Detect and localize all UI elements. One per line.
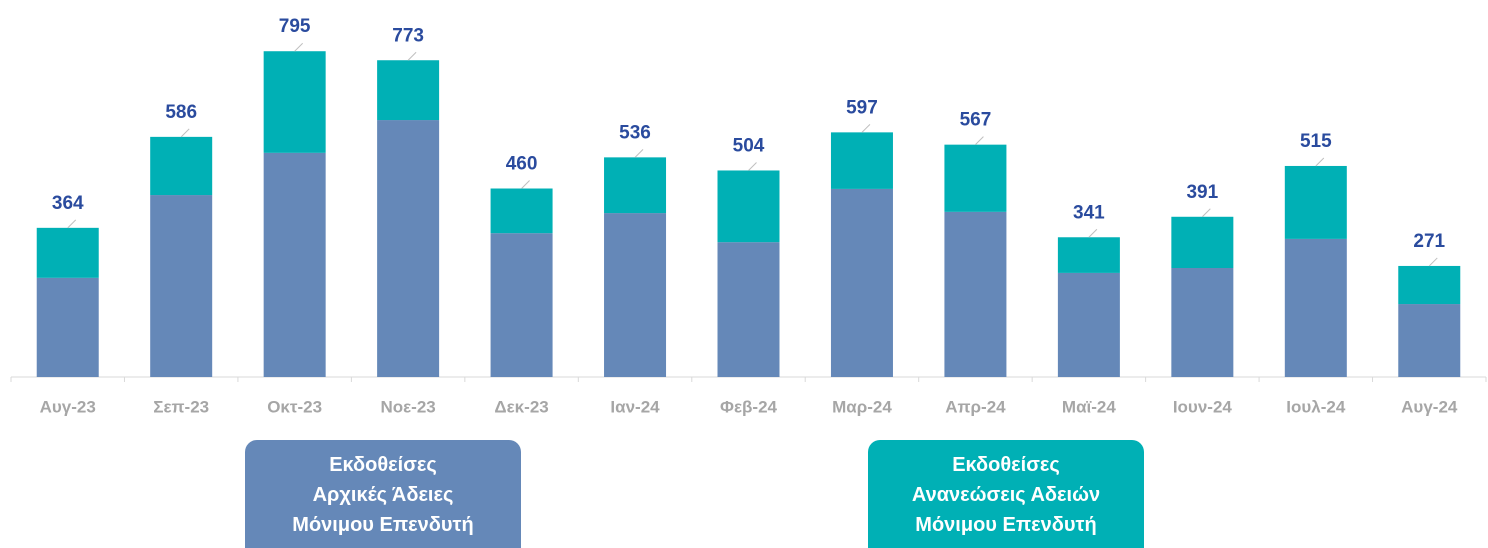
label-leader	[1088, 228, 1098, 238]
bar-segment	[263, 152, 326, 377]
label-leader	[180, 128, 190, 138]
x-tick-label: Φεβ-24	[720, 397, 778, 416]
x-tick-label: Μαρ-24	[832, 397, 892, 416]
bar-segment	[944, 211, 1007, 377]
bar-segment	[1284, 165, 1347, 239]
bar-segment	[1057, 237, 1120, 273]
total-label: 597	[846, 97, 878, 118]
bar-segment	[36, 227, 99, 278]
bar-segment	[1398, 304, 1461, 377]
bar-segment	[36, 277, 99, 377]
bar-segment	[377, 120, 440, 377]
x-tick-label: Νοε-23	[380, 397, 435, 416]
bar-segment	[490, 188, 553, 234]
bar-segment	[1057, 272, 1120, 377]
label-leader	[1315, 157, 1325, 167]
label-leader	[67, 219, 77, 229]
label-leader	[748, 162, 757, 171]
bar-segment	[150, 195, 213, 377]
x-tick-label: Ιαν-24	[610, 397, 660, 416]
bar-segment	[604, 213, 667, 377]
bar-segment	[830, 188, 893, 377]
legend-box-0: Εκδοθείσες Αρχικές Άδειες Μόνιμου Επενδυ…	[245, 440, 521, 548]
x-tick-label: Ιουλ-24	[1286, 397, 1346, 416]
total-label: 773	[392, 25, 424, 46]
total-label: 515	[1300, 131, 1332, 152]
x-tick-label: Αυγ-24	[1401, 397, 1458, 416]
label-leader	[861, 124, 871, 133]
total-label: 341	[1073, 202, 1105, 223]
label-leader	[1428, 257, 1438, 267]
x-tick-label: Οκτ-23	[267, 397, 322, 416]
label-leader	[634, 149, 644, 158]
label-leader	[407, 51, 417, 61]
x-tick-label: Δεκ-23	[494, 397, 548, 416]
total-label: 271	[1413, 231, 1445, 252]
bar-segment	[1171, 267, 1234, 377]
total-label: 504	[733, 135, 765, 156]
total-label: 460	[506, 154, 538, 175]
x-tick-label: Σεπ-23	[153, 397, 209, 416]
label-leader	[1201, 208, 1211, 218]
bar-segment	[717, 170, 780, 243]
total-label: 536	[619, 122, 651, 143]
bar-segment	[150, 136, 213, 196]
bar-segment	[263, 51, 326, 153]
x-tick-label: Απρ-24	[945, 397, 1006, 416]
bar-segment	[1284, 238, 1347, 377]
x-tick-label: Ιουν-24	[1173, 397, 1233, 416]
bar-segment	[490, 233, 553, 377]
bar-segment	[717, 242, 780, 377]
legend-box-1: Εκδοθείσες Ανανεώσεις Αδειών Μόνιμου Επε…	[868, 440, 1144, 548]
x-tick-label: Αυγ-23	[40, 397, 96, 416]
bar-segment	[377, 60, 440, 121]
label-leader	[294, 42, 304, 52]
bar-segment	[1398, 265, 1461, 305]
label-leader	[521, 180, 530, 189]
label-leader	[975, 136, 984, 146]
total-label: 567	[960, 110, 992, 131]
total-label: 586	[165, 102, 197, 123]
bar-segment	[944, 144, 1007, 212]
bar-segment	[1171, 216, 1234, 268]
total-label: 795	[279, 16, 311, 37]
x-tick-label: Μαϊ-24	[1062, 397, 1116, 416]
total-label: 391	[1186, 182, 1218, 203]
bar-segment	[830, 132, 893, 189]
total-label: 364	[52, 193, 84, 214]
bar-segment	[604, 157, 667, 214]
